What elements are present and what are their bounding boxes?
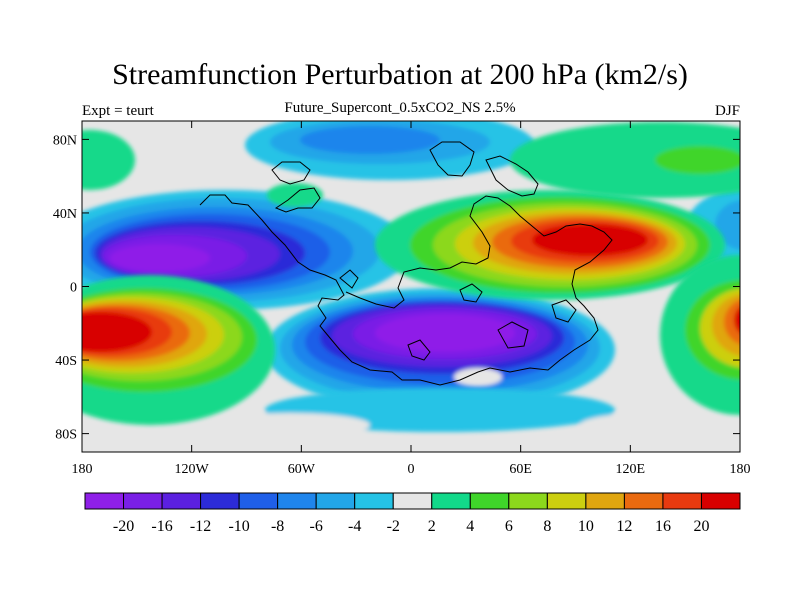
colorbar-label: 2 [428, 518, 436, 535]
colorbar-swatch [200, 492, 240, 510]
experiment-subtitle: Future_Supercont_0.5xCO2_NS 2.5% [284, 100, 516, 116]
southern-polar-ring [210, 388, 720, 437]
colorbar-label: -4 [348, 518, 361, 535]
x-tick-label: 120E [616, 462, 646, 477]
colorbar-label: -8 [271, 518, 284, 535]
colorbar-label: 10 [578, 518, 594, 535]
coastlines [199, 141, 613, 386]
colorbar-swatch [623, 492, 664, 510]
colorbar-swatch [161, 492, 202, 510]
colorbar-label: 12 [616, 518, 632, 535]
contour-field [82, 121, 740, 452]
y-tick-label: 0 [70, 281, 77, 296]
colorbar-label: -20 [113, 518, 134, 535]
x-tick-label: 180 [72, 462, 93, 477]
colorbar-swatch [508, 492, 548, 510]
colorbar-label: -12 [190, 518, 211, 535]
colorbar-swatch [84, 492, 125, 510]
colorbar-swatch [700, 492, 741, 510]
colorbar-swatch [662, 492, 702, 510]
x-tick-label: 60E [509, 462, 532, 477]
colorbar-label: -2 [387, 518, 400, 535]
experiment-label: Expt = teurt [82, 103, 154, 119]
y-tick-label: 40N [53, 207, 77, 222]
colorbar-swatch [315, 492, 356, 510]
colorbar-label: 20 [693, 518, 709, 535]
colorbar-label: 16 [655, 518, 671, 535]
colorbar-swatch [277, 492, 317, 510]
neg-anomaly-south [265, 288, 615, 412]
season-label: DJF [714, 103, 740, 119]
neg-anomaly-north-cap [245, 121, 535, 180]
x-tick-label: 120W [175, 462, 210, 477]
colorbar-label: 4 [466, 518, 474, 535]
colorbar-label: 8 [543, 518, 551, 535]
pos-anomaly-north-band [82, 122, 740, 207]
colorbar-swatch [392, 492, 433, 510]
colorbar-swatch [585, 492, 625, 510]
y-tick-label: 80S [55, 428, 77, 443]
colorbar-swatch [123, 492, 163, 510]
y-tick-label: 40S [55, 354, 77, 369]
colorbar-swatch [238, 492, 279, 510]
x-tick-label: 180 [730, 462, 751, 477]
colorbar-swatch [546, 492, 587, 510]
x-tick-label: 60W [288, 462, 316, 477]
y-axis-ticks: 80N 40N 0 40S 80S [53, 133, 740, 443]
colorbar-swatch [431, 492, 471, 510]
y-tick-label: 80N [53, 133, 77, 148]
page-title: Streamfunction Perturbation at 200 hPa (… [112, 58, 688, 91]
pos-anomaly-west-south [82, 275, 275, 425]
colorbar-label: 6 [505, 518, 513, 535]
x-tick-label: 0 [408, 462, 415, 477]
colorbar-swatch [469, 492, 510, 510]
pos-anomaly-east-south [660, 255, 740, 415]
colorbar-label: -16 [151, 518, 172, 535]
x-axis-ticks: 180 120W 60W 0 60E 120E 180 [72, 121, 751, 477]
colorbar-swatch [354, 492, 394, 510]
colorbar-label: -6 [310, 518, 323, 535]
colorbar: -20 -16 -12 -10 -8 -6 -4 -2 2 4 6 8 10 12 16 20 [84, 492, 741, 535]
pos-anomaly-asia [375, 190, 725, 300]
colorbar-label: -10 [228, 518, 249, 535]
